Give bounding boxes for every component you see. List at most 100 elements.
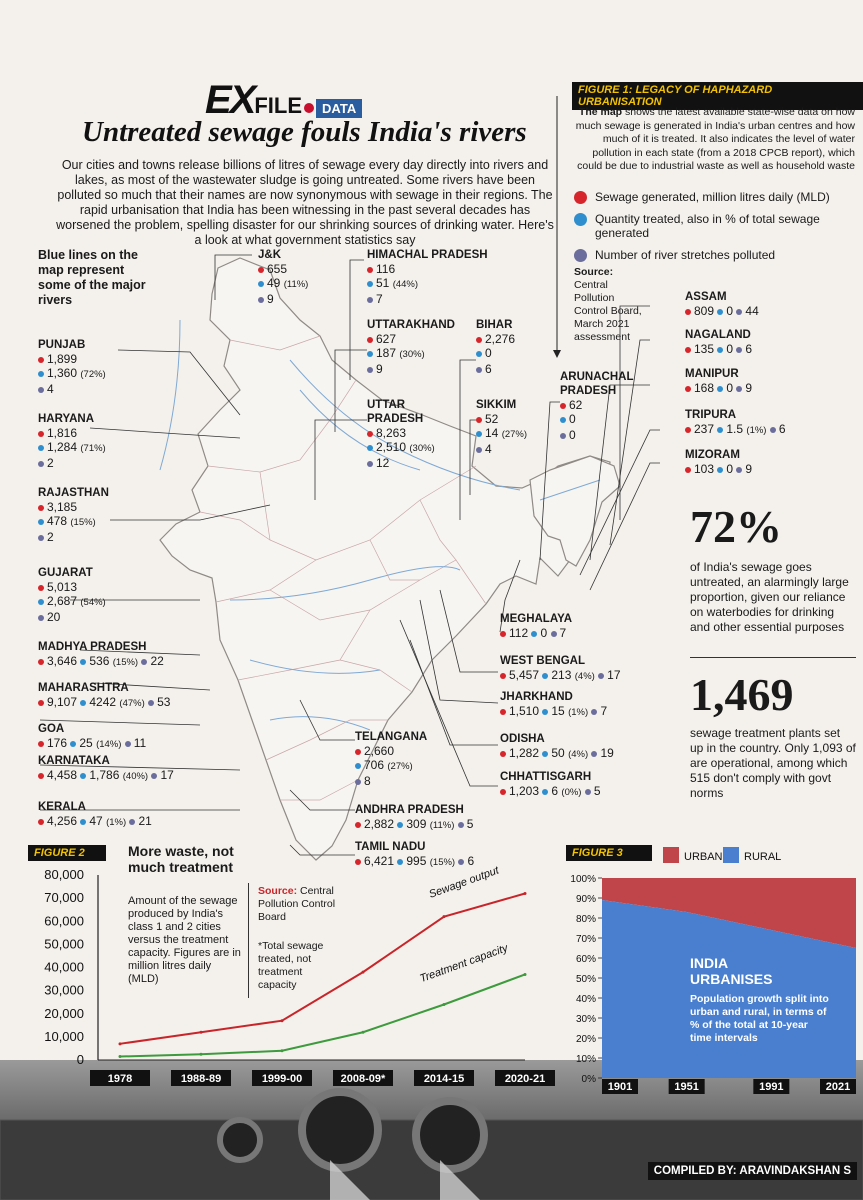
sewage-generated-value: 62 bbox=[560, 398, 582, 412]
river-stretches-value: 2 bbox=[38, 530, 54, 544]
state-block-himachal-pradesh: HIMACHAL PRADESH 116 51 (44%) 7 bbox=[367, 248, 497, 306]
figure2-title: More waste, not much treatment bbox=[128, 843, 234, 875]
river-stretches-value: 20 bbox=[38, 610, 60, 624]
sewage-generated-value: 103 bbox=[685, 462, 714, 476]
state-block-punjab: PUNJAB 1,899 1,360 (72%) 4 bbox=[38, 338, 128, 396]
exfile-logo: EXFILE DATA bbox=[205, 78, 363, 123]
series-point bbox=[523, 892, 527, 895]
state-block-madhya-pradesh: MADHYA PRADESH 3,646 536 (15%) 22 bbox=[38, 640, 228, 670]
river-stretches-value: 22 bbox=[141, 654, 164, 668]
red-dot-icon bbox=[367, 430, 373, 437]
red-dot-icon bbox=[38, 584, 44, 591]
red-dot-icon bbox=[500, 672, 506, 679]
purple-dot-icon bbox=[769, 426, 776, 433]
red-dot-icon bbox=[574, 191, 587, 204]
river-stretches-value: 0 bbox=[560, 428, 576, 442]
state-name: GOA bbox=[38, 723, 65, 735]
blue-dot-icon bbox=[717, 346, 724, 353]
x-tick-label: 1901 bbox=[608, 1081, 632, 1093]
figure3-description: Population growth split into urban and r… bbox=[690, 993, 829, 1044]
y-tick-label: 70,000 bbox=[44, 890, 84, 905]
x-tick-bg bbox=[602, 1079, 638, 1094]
red-dot-icon bbox=[38, 740, 44, 747]
x-tick-label: 2020-21 bbox=[505, 1073, 545, 1085]
state-block-andhra-pradesh: ANDHRA PRADESH 2,882 309 (11%) 5 bbox=[355, 803, 515, 833]
river-stretches-value: 6 bbox=[769, 422, 786, 436]
red-dot-icon bbox=[685, 466, 691, 473]
sewage-treated-value: 0 bbox=[717, 381, 736, 395]
river-stretches-value: 5 bbox=[457, 817, 473, 831]
state-block-uttar-pradesh: UTTAR PRADESH 8,263 2,510 (30%) 12 bbox=[367, 398, 457, 470]
sewage-treated-value: 995 (15%) bbox=[397, 854, 455, 868]
blue-dot-icon bbox=[717, 466, 724, 473]
state-name: TELANGANA bbox=[355, 731, 428, 743]
river-stretches-value: 53 bbox=[148, 695, 170, 709]
state-block-west-bengal: WEST BENGAL 5,457 213 (4%) 17 bbox=[500, 654, 660, 684]
state-name: MADHYA PRADESH bbox=[38, 641, 147, 653]
series-point bbox=[361, 970, 365, 974]
series-line-treatment-capacity bbox=[119, 973, 526, 1058]
purple-dot-icon bbox=[38, 386, 44, 393]
river-stretches-value: 6 bbox=[736, 342, 752, 356]
purple-dot-icon bbox=[38, 534, 44, 541]
sewage-treated-value: 478 (15%) bbox=[38, 514, 96, 528]
state-name: RAJASTHAN bbox=[38, 487, 109, 499]
river-stretches-value: 7 bbox=[367, 292, 383, 306]
state-name: KERALA bbox=[38, 801, 86, 813]
sewage-treated-value: 1,284 (71%) bbox=[38, 440, 106, 454]
blue-dot-icon bbox=[397, 858, 404, 865]
purple-dot-icon bbox=[148, 699, 155, 706]
y-tick-label: 30,000 bbox=[44, 983, 84, 998]
state-name: J&K bbox=[258, 249, 282, 261]
x-tick-bg bbox=[333, 1070, 393, 1086]
state-block-j-k: J&K 655 49 (11%) 9 bbox=[258, 248, 348, 306]
legend-treated: Quantity treated, also in % of total sew… bbox=[574, 212, 856, 240]
blue-dot-icon bbox=[80, 658, 87, 665]
sewage-generated-value: 655 bbox=[258, 262, 287, 276]
river-stretches-value: 8 bbox=[355, 774, 371, 788]
figure1-label: FIGURE 1: LEGACY OF HAPHAZARD URBANISATI… bbox=[572, 82, 863, 110]
purple-dot-icon bbox=[736, 346, 743, 353]
red-dot-icon bbox=[38, 699, 44, 706]
sewage-treated-value: 47 (1%) bbox=[80, 814, 126, 828]
state-block-tripura: TRIPURA 237 1.5 (1%) 6 bbox=[685, 408, 825, 438]
blue-dot-icon bbox=[476, 430, 482, 437]
x-tick-bg bbox=[820, 1079, 856, 1094]
figure3-label: FIGURE 3 bbox=[566, 845, 652, 861]
red-dot-icon bbox=[38, 356, 44, 363]
blue-dot-icon bbox=[542, 672, 549, 679]
state-block-mizoram: MIZORAM 103 0 9 bbox=[685, 448, 805, 478]
river-stretches-value: 17 bbox=[598, 668, 621, 682]
sewage-generated-value: 2,882 bbox=[355, 817, 394, 831]
purple-dot-icon bbox=[458, 858, 465, 865]
blue-dot-icon bbox=[397, 821, 404, 828]
y-tick-label: 50% bbox=[576, 974, 596, 985]
rivers-note: Blue lines on the map represent some of … bbox=[38, 248, 146, 307]
state-block-manipur: MANIPUR 168 0 9 bbox=[685, 367, 805, 397]
purple-dot-icon bbox=[367, 296, 373, 303]
state-name: MAHARASHTRA bbox=[38, 682, 129, 694]
state-name: MANIPUR bbox=[685, 368, 739, 380]
blue-dot-icon bbox=[38, 598, 44, 605]
sewage-generated-value: 135 bbox=[685, 342, 714, 356]
sewage-treated-value: 1,786 (40%) bbox=[80, 768, 148, 782]
red-dot-icon bbox=[355, 858, 361, 865]
red-dot-icon bbox=[500, 750, 506, 757]
series-line-sewage-output bbox=[119, 892, 526, 1045]
sewage-generated-value: 52 bbox=[476, 412, 498, 426]
sewage-generated-value: 168 bbox=[685, 381, 714, 395]
state-block-sikkim: SIKKIM 52 14 (27%) 4 bbox=[476, 398, 556, 456]
state-name: MIZORAM bbox=[685, 449, 740, 461]
sewage-treated-value: 14 (27%) bbox=[476, 426, 527, 440]
purple-dot-icon bbox=[457, 821, 464, 828]
sewage-generated-value: 627 bbox=[367, 332, 396, 346]
purple-dot-icon bbox=[151, 772, 158, 779]
x-tick-bg bbox=[414, 1070, 474, 1086]
y-tick-label: 80,000 bbox=[44, 867, 84, 882]
state-name: UTTARAKHAND bbox=[367, 319, 455, 331]
state-block-kerala: KERALA 4,256 47 (1%) 21 bbox=[38, 800, 188, 830]
river-stretches-value: 6 bbox=[476, 362, 492, 376]
logo-ex: EX bbox=[205, 78, 256, 122]
state-block-nagaland: NAGALAND 135 0 6 bbox=[685, 328, 805, 358]
river-stretches-value: 5 bbox=[584, 784, 601, 798]
